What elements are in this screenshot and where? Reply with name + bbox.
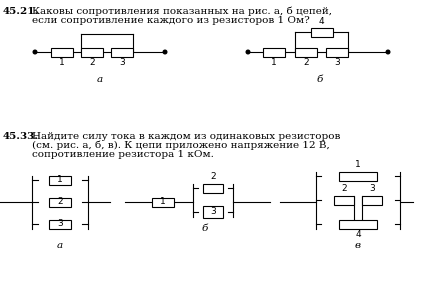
Bar bbox=[263, 48, 285, 56]
Text: если сопротивление каждого из резисторов 1 Ом?: если сопротивление каждого из резисторов… bbox=[32, 16, 310, 25]
Text: 4: 4 bbox=[355, 230, 361, 239]
Text: б: б bbox=[317, 75, 323, 83]
Text: а: а bbox=[57, 241, 63, 250]
Bar bbox=[339, 219, 377, 228]
Text: 2: 2 bbox=[303, 58, 309, 67]
Text: 2: 2 bbox=[341, 184, 347, 193]
Text: сопротивление резистора 1 кОм.: сопротивление резистора 1 кОм. bbox=[32, 150, 214, 159]
Text: (см. рис. а, б, в). К цепи приложено напряжение 12 В,: (см. рис. а, б, в). К цепи приложено нап… bbox=[32, 141, 330, 151]
Bar bbox=[203, 184, 223, 192]
Text: 3: 3 bbox=[369, 184, 375, 193]
Text: б: б bbox=[202, 224, 208, 233]
Text: 3: 3 bbox=[119, 58, 125, 67]
Bar bbox=[295, 48, 317, 56]
Bar bbox=[111, 48, 133, 56]
Text: 45.33.: 45.33. bbox=[3, 132, 39, 141]
Bar bbox=[81, 48, 103, 56]
Circle shape bbox=[163, 50, 167, 54]
Text: 1: 1 bbox=[271, 58, 277, 67]
Bar bbox=[152, 198, 174, 206]
Text: Каковы сопротивления показанных на рис. а, б цепей,: Каковы сопротивления показанных на рис. … bbox=[32, 7, 332, 17]
Text: в: в bbox=[355, 241, 361, 250]
Bar bbox=[49, 198, 71, 206]
Bar bbox=[49, 176, 71, 184]
Text: Найдите силу тока в каждом из одинаковых резисторов: Найдите силу тока в каждом из одинаковых… bbox=[32, 132, 340, 141]
Text: 45.21.: 45.21. bbox=[3, 7, 39, 16]
Text: 2: 2 bbox=[210, 172, 216, 181]
Bar bbox=[339, 171, 377, 181]
Text: 1: 1 bbox=[355, 160, 361, 169]
Text: 3: 3 bbox=[210, 208, 216, 217]
Text: 1: 1 bbox=[57, 176, 63, 184]
Text: 1: 1 bbox=[59, 58, 65, 67]
Circle shape bbox=[33, 50, 37, 54]
Circle shape bbox=[246, 50, 250, 54]
Bar bbox=[49, 219, 71, 228]
Bar bbox=[334, 195, 354, 205]
Circle shape bbox=[386, 50, 390, 54]
Bar bbox=[203, 206, 223, 218]
Bar bbox=[362, 195, 382, 205]
Text: 1: 1 bbox=[160, 198, 166, 206]
Bar bbox=[326, 48, 348, 56]
Bar bbox=[51, 48, 73, 56]
Text: 3: 3 bbox=[334, 58, 340, 67]
Text: 2: 2 bbox=[57, 198, 63, 206]
Bar bbox=[311, 28, 332, 37]
Text: 2: 2 bbox=[89, 58, 95, 67]
Text: а: а bbox=[97, 75, 103, 83]
Text: 3: 3 bbox=[57, 219, 63, 228]
Text: 4: 4 bbox=[319, 18, 324, 26]
